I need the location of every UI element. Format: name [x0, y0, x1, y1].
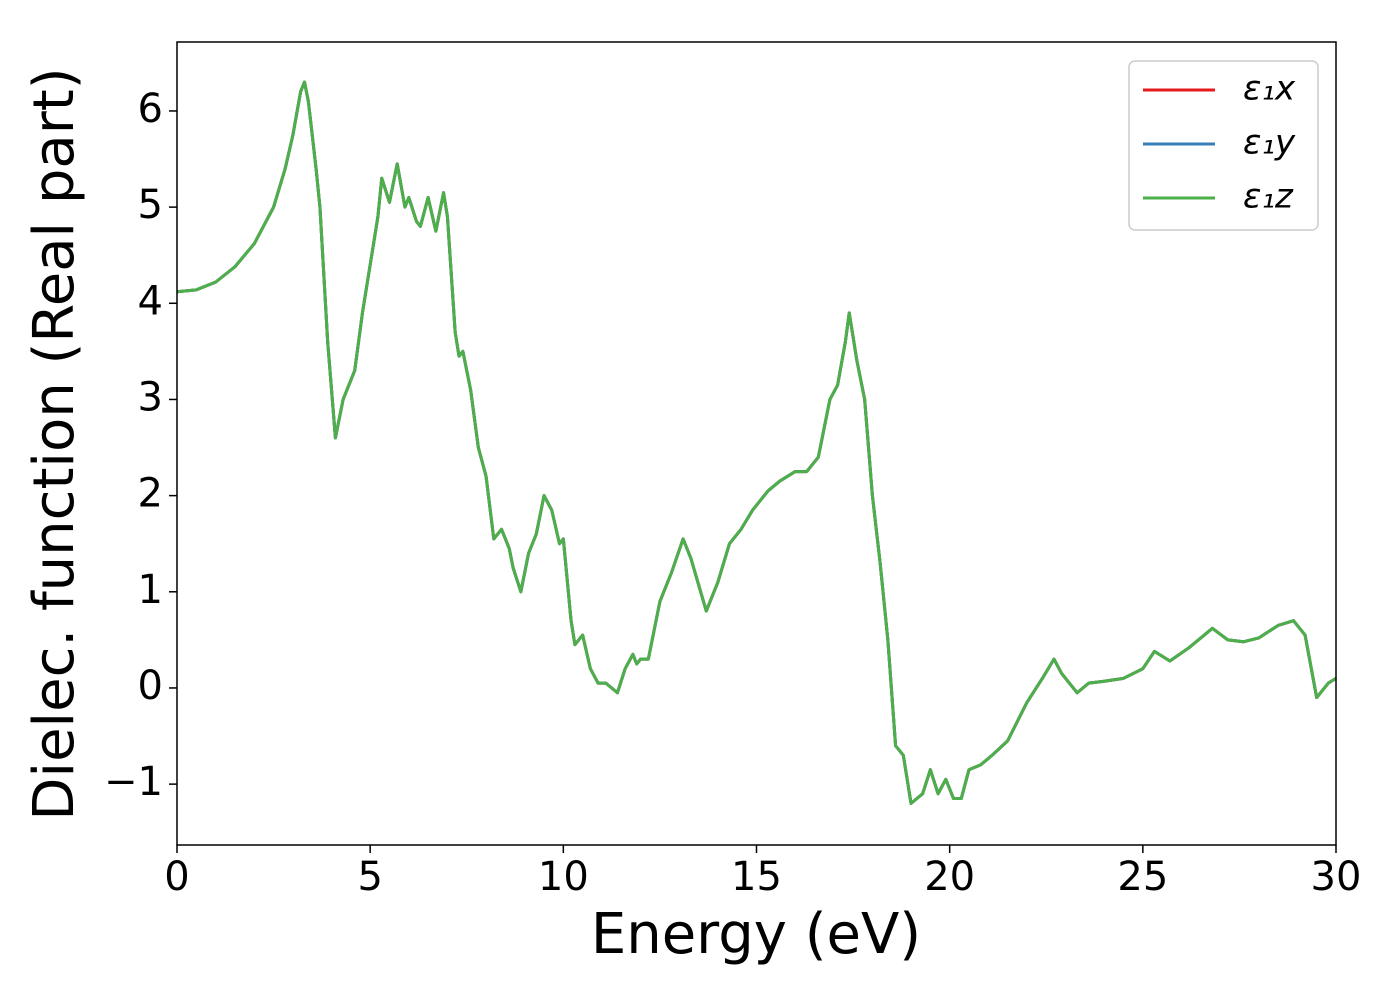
plot-frame	[176, 41, 1337, 846]
x-tick-label: 25	[1117, 854, 1168, 900]
y-tick-label: 2	[138, 471, 163, 517]
y-tick-label: 4	[138, 278, 163, 324]
x-axis-label: Energy (eV)	[591, 902, 921, 967]
y-tick-label: 3	[138, 374, 163, 420]
x-tick-label: 20	[924, 854, 975, 900]
x-tick-label: 30	[1311, 854, 1362, 900]
legend-label: ε₁z	[1243, 177, 1294, 217]
x-tick-label: 10	[538, 854, 589, 900]
legend-box	[1128, 60, 1319, 231]
line-series	[176, 80, 1337, 805]
y-tick-label: 5	[138, 182, 163, 228]
y-tick-label: 6	[138, 86, 163, 132]
y-tick-label: 0	[138, 663, 163, 709]
x-tick-label: 0	[164, 854, 189, 900]
legend-label: ε₁y	[1243, 123, 1296, 163]
y-tick-label: 1	[138, 567, 163, 613]
y-axis-label: Dielec. function (Real part)	[22, 67, 87, 820]
x-tick-label: 5	[357, 854, 382, 900]
x-tick-label: 15	[731, 854, 782, 900]
legend-label: ε₁x	[1243, 69, 1296, 109]
y-tick-label: −1	[104, 759, 163, 805]
